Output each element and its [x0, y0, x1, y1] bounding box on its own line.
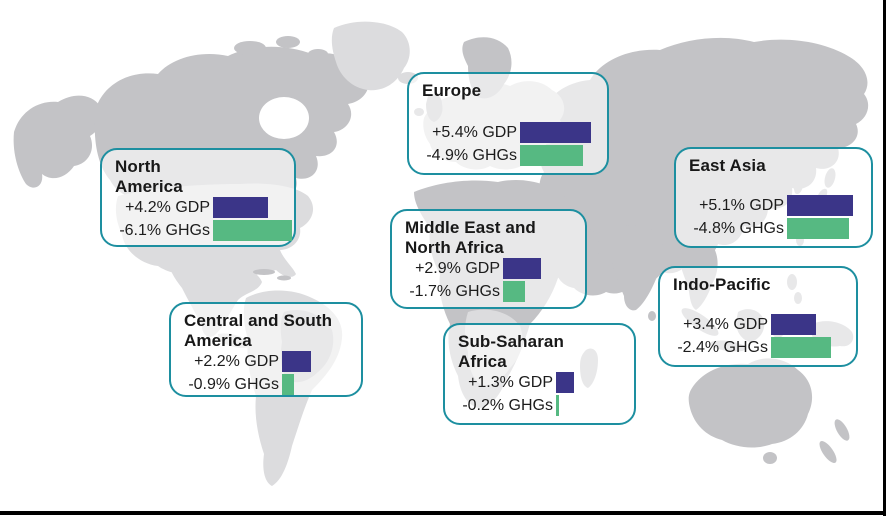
- region-title: Central and South America: [184, 311, 333, 351]
- gdp-label: +2.9% GDP: [415, 259, 500, 277]
- ghg-row: -4.9% GHGs: [422, 145, 599, 166]
- slide-edge-right: [883, 0, 886, 516]
- ghg-bar: [787, 218, 849, 239]
- gdp-row: +4.2% GDP: [115, 197, 286, 219]
- gdp-row: +5.1% GDP: [689, 195, 863, 216]
- ghg-label: -0.2% GHGs: [462, 396, 553, 414]
- gdp-label: +1.3% GDP: [468, 373, 553, 391]
- region-alaska: [13, 95, 103, 188]
- gdp-bar: [787, 195, 853, 216]
- ghg-row: -6.1% GHGs: [115, 220, 292, 242]
- ghg-bar: [213, 220, 292, 242]
- gdp-row: +2.2% GDP: [184, 351, 353, 373]
- callout-east-asia: East Asia +5.1% GDP -4.8% GHGs: [674, 147, 873, 248]
- gdp-row: +1.3% GDP: [458, 372, 626, 394]
- region-new-zealand: [819, 440, 837, 464]
- gdp-row: +5.4% GDP: [422, 122, 599, 143]
- ghg-label: -0.9% GHGs: [188, 375, 279, 393]
- gdp-bar: [282, 351, 311, 373]
- callout-central-south-america: Central and South America +2.2% GDP -0.9…: [169, 302, 363, 397]
- callout-sub-saharan-africa: Sub-Saharan Africa +1.3% GDP -0.2% GHGs: [443, 323, 636, 425]
- gdp-label: +5.1% GDP: [699, 196, 784, 214]
- spacer: [422, 101, 599, 122]
- region-arctic-island: [234, 41, 266, 55]
- gdp-bar: [520, 122, 591, 143]
- spacer: [673, 295, 848, 314]
- hudson-bay: [259, 97, 309, 139]
- ghg-label: -1.7% GHGs: [409, 282, 500, 300]
- ghg-bar: [520, 145, 583, 166]
- ghg-bar: [282, 374, 294, 396]
- ghg-row: -4.8% GHGs: [689, 218, 863, 239]
- region-title: North America: [115, 157, 183, 197]
- ghg-bar: [771, 337, 831, 358]
- callout-north-america: North America +4.2% GDP -6.1% GHGs: [100, 148, 296, 247]
- gdp-row: +2.9% GDP: [405, 258, 577, 280]
- ghg-label: -2.4% GHGs: [677, 338, 768, 356]
- gdp-label: +4.2% GDP: [125, 198, 210, 216]
- region-tasmania: [763, 452, 777, 464]
- callout-europe: Europe +5.4% GDP -4.9% GHGs: [407, 72, 609, 175]
- gdp-bar: [503, 258, 541, 280]
- spacer: [689, 176, 863, 195]
- region-india: [608, 225, 664, 311]
- region-title: Sub-Saharan Africa: [458, 332, 564, 372]
- region-sri-lanka: [648, 311, 656, 321]
- gdp-row: +3.4% GDP: [673, 314, 848, 335]
- ghg-row: -0.2% GHGs: [458, 395, 626, 417]
- region-cuba: [253, 269, 275, 275]
- gdp-label: +3.4% GDP: [683, 315, 768, 333]
- gdp-label: +2.2% GDP: [194, 352, 279, 370]
- ghg-label: -4.9% GHGs: [426, 146, 517, 164]
- ghg-row: -2.4% GHGs: [673, 337, 848, 358]
- ghg-bar: [503, 281, 525, 303]
- continent-australia: [688, 358, 813, 448]
- ghg-row: -0.9% GHGs: [184, 374, 353, 396]
- region-title: Middle East and North Africa: [405, 218, 536, 258]
- callout-indo-pacific: Indo-Pacific +3.4% GDP -2.4% GHGs: [658, 266, 858, 367]
- callout-middle-east-north-africa: Middle East and North Africa +2.9% GDP -…: [390, 209, 587, 309]
- region-title: Europe: [422, 81, 482, 100]
- region-mexico: [168, 255, 262, 337]
- region-arctic-island: [308, 49, 328, 59]
- ghg-label: -6.1% GHGs: [119, 221, 210, 239]
- gdp-bar: [213, 197, 268, 219]
- ghg-bar: [556, 395, 559, 417]
- gdp-bar: [556, 372, 574, 394]
- gdp-bar: [771, 314, 816, 335]
- region-arctic-island: [276, 36, 300, 48]
- region-caribbean-island: [277, 275, 291, 281]
- ghg-label: -4.8% GHGs: [693, 219, 784, 237]
- ghg-row: -1.7% GHGs: [405, 281, 577, 303]
- slide-edge-bottom: [0, 511, 886, 515]
- region-title: East Asia: [689, 156, 766, 175]
- region-title: Indo-Pacific: [673, 275, 771, 294]
- gdp-label: +5.4% GDP: [432, 123, 517, 141]
- region-new-zealand: [834, 419, 850, 441]
- region-greenland: [331, 21, 410, 91]
